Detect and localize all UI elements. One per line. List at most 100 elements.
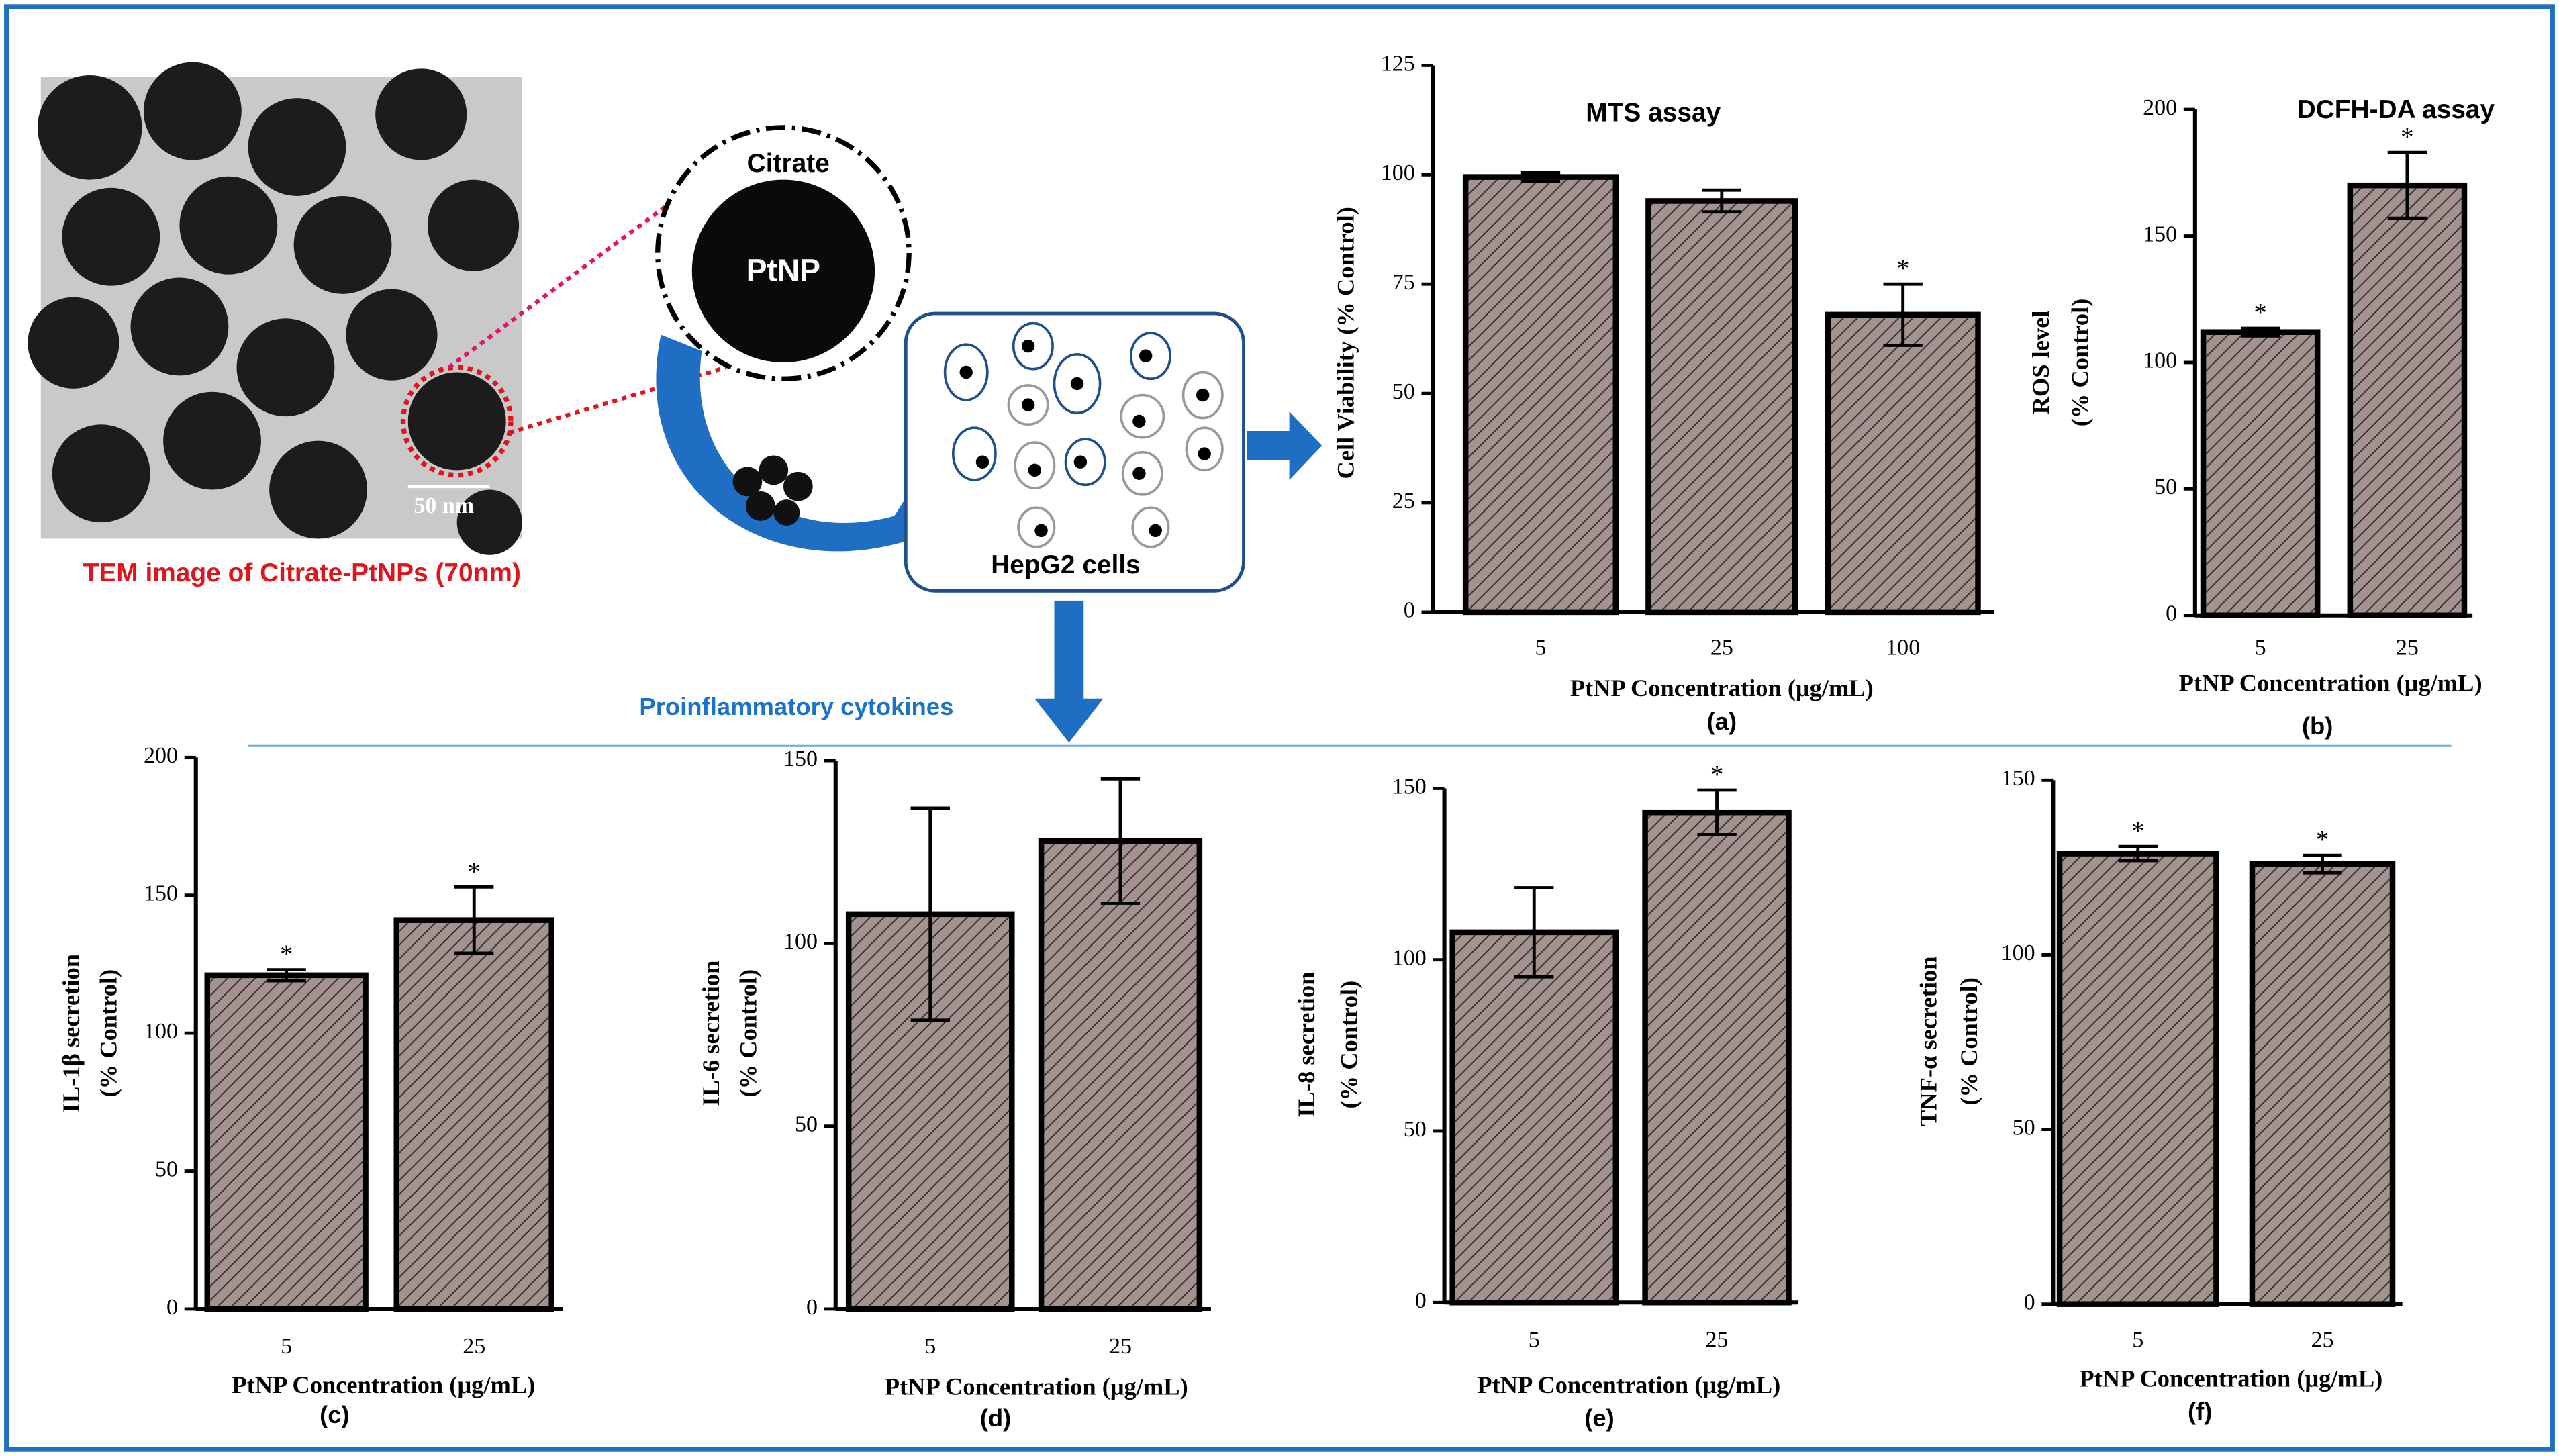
x-tick-label: 5 <box>1529 1327 1540 1352</box>
y-axis-label: (% Control) <box>95 969 122 1098</box>
y-tick-label: 100 <box>783 929 818 954</box>
bar <box>1642 809 1792 1306</box>
x-axis-label: PtNP Concentration (μg/mL) <box>232 1371 535 1398</box>
y-axis-label: (% Control) <box>735 969 762 1098</box>
bar <box>2347 182 2468 619</box>
bar <box>393 917 554 1312</box>
tem-caption: TEM image of Citrate-PtNPs (70nm) <box>83 559 521 587</box>
x-tick-label: 5 <box>281 1334 292 1359</box>
y-tick-label: 0 <box>1404 598 1415 623</box>
bar <box>1038 838 1203 1312</box>
x-axis-label: PtNP Concentration (μg/mL) <box>1477 1371 1780 1398</box>
arrow-down <box>1034 600 1104 743</box>
cells-label: HepG2 cells <box>991 550 1141 579</box>
y-axis-label: (% Control) <box>1335 981 1362 1109</box>
y-tick-label: 50 <box>795 1112 818 1137</box>
bar <box>1825 311 1981 616</box>
y-tick-label: 0 <box>166 1295 178 1320</box>
y-tick-label: 50 <box>155 1157 178 1181</box>
zoom-line <box>447 178 704 369</box>
x-axis-label: PtNP Concentration (μg/mL) <box>2079 1365 2382 1392</box>
panel-label: (b) <box>2302 712 2333 740</box>
x-tick-label: 25 <box>2311 1327 2333 1352</box>
y-tick-label: 100 <box>2143 348 2177 373</box>
panel-label: (e) <box>1584 1404 1614 1432</box>
y-tick-label: 50 <box>2013 1115 2035 1140</box>
x-tick-label: 25 <box>2396 636 2419 661</box>
nanoparticle-cluster <box>732 455 813 526</box>
nuclei <box>959 339 1211 538</box>
y-tick-label: 25 <box>1392 489 1415 514</box>
y-tick-label: 100 <box>144 1019 178 1044</box>
panel-label: (a) <box>1707 708 1737 735</box>
section-label: Proinflammatory cytokines <box>639 693 953 720</box>
y-tick-label: 200 <box>144 743 178 768</box>
y-tick-label: 150 <box>2001 766 2035 791</box>
cells-box <box>904 311 1245 593</box>
y-tick-label: 150 <box>144 881 178 906</box>
core-label: PtNP <box>746 252 820 287</box>
y-axis-label: IL-8 secretion <box>1293 972 1320 1118</box>
significance: * <box>1710 760 1723 789</box>
significance: * <box>2254 299 2266 328</box>
y-axis-label: Cell Viability (% Control) <box>1332 207 1359 479</box>
y-tick-label: 0 <box>2166 601 2177 626</box>
cells <box>943 322 1224 548</box>
panel-label: (f) <box>2188 1398 2212 1425</box>
y-tick-label: 100 <box>1381 160 1415 185</box>
y-tick-label: 75 <box>1392 270 1415 295</box>
x-tick-label: 5 <box>2132 1327 2143 1352</box>
panel-label: (c) <box>320 1401 350 1428</box>
y-tick-label: 100 <box>2001 940 2035 965</box>
x-tick-label: 5 <box>924 1334 936 1359</box>
y-tick-label: 0 <box>806 1295 818 1320</box>
x-tick-label: 25 <box>1109 1334 1132 1359</box>
x-axis-label: PtNP Concentration (μg/mL) <box>885 1373 1188 1400</box>
significance: * <box>468 857 481 886</box>
significance: * <box>1896 254 1909 283</box>
y-axis-label: IL-1β secretion <box>58 954 85 1112</box>
y-tick-label: 100 <box>1392 946 1427 971</box>
y-tick-label: 0 <box>2024 1290 2035 1314</box>
y-tick-label: 200 <box>2143 95 2177 120</box>
x-tick-label: 25 <box>1706 1327 1729 1352</box>
chart-title: DCFH-DA assay <box>2297 95 2495 124</box>
y-tick-label: 125 <box>1381 51 1415 76</box>
shell-label: Citrate <box>747 149 830 178</box>
scale-bar: 50 nm <box>414 493 474 518</box>
bar <box>2200 329 2321 619</box>
y-tick-label: 50 <box>1392 379 1415 404</box>
y-tick-label: 150 <box>1392 774 1427 799</box>
arrow-right <box>1247 411 1322 480</box>
significance: * <box>2401 123 2413 152</box>
tem-image <box>28 62 522 555</box>
x-tick-label: 100 <box>1886 636 1920 661</box>
x-tick-label: 5 <box>2255 636 2266 661</box>
panel-label: (d) <box>980 1404 1012 1432</box>
curved-arrow <box>656 334 938 552</box>
bar <box>1462 174 1619 616</box>
y-axis-label: ROS level <box>2027 310 2054 414</box>
chart-title: MTS assay <box>1586 99 1721 128</box>
y-tick-label: 150 <box>783 746 818 771</box>
bar <box>1645 198 1798 616</box>
y-tick-label: 150 <box>2143 222 2177 246</box>
y-axis-label: (% Control) <box>2066 299 2093 427</box>
ptnp-core <box>691 179 875 362</box>
x-tick-label: 25 <box>463 1334 485 1359</box>
significance: * <box>2131 817 2144 846</box>
significance: * <box>2316 826 2329 855</box>
x-axis-label: PtNP Concentration (μg/mL) <box>2179 670 2482 697</box>
y-axis-label: IL-6 secretion <box>697 961 724 1106</box>
bar <box>204 972 369 1312</box>
bar <box>1449 929 1619 1306</box>
bar <box>2249 861 2396 1307</box>
significance: * <box>280 940 293 969</box>
y-tick-label: 50 <box>2154 475 2177 499</box>
x-tick-label: 25 <box>1710 636 1733 661</box>
bar <box>2056 851 2219 1307</box>
x-axis-label: PtNP Concentration (μg/mL) <box>1570 675 1874 701</box>
x-tick-label: 5 <box>1535 636 1546 661</box>
